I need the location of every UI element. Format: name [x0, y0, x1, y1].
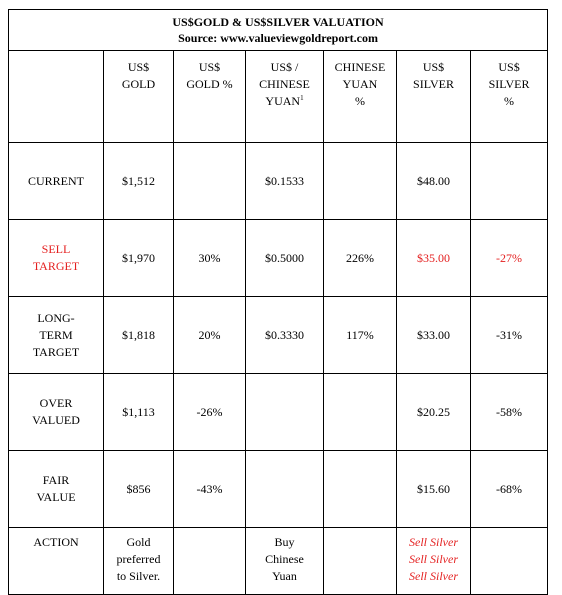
cell-yuan-pct: 117%: [323, 296, 397, 374]
row-label-text: OVER VALUED: [32, 396, 80, 427]
row-label-over-valued: OVER VALUED: [8, 373, 104, 451]
header-blank: [8, 50, 104, 143]
cell-silver: $35.00: [396, 219, 471, 297]
cell-silver-pct: -58%: [469, 373, 549, 451]
table-title: US$GOLD & US$SILVER VALUATION Source: ww…: [7, 9, 549, 51]
cell-silver-pct: -27%: [469, 219, 549, 297]
row-label-current: CURRENT: [8, 142, 104, 220]
row-label-text: FAIR VALUE: [36, 473, 76, 504]
action-yuan-text: Buy Chinese Yuan: [265, 535, 304, 583]
cell-gold: $1,970: [103, 219, 174, 297]
cell-gold: $1,818: [103, 296, 174, 374]
row-label-sell-target: SELL TARGET: [8, 219, 104, 297]
cell-action-yuan: Buy Chinese Yuan: [245, 527, 324, 595]
cell-action-gold-pct: [173, 527, 246, 595]
header-row: US$ GOLD US$ GOLD % US$ / CHINESE YUAN1 …: [8, 50, 549, 143]
table-row-fair-value: FAIR VALUE $856 -43% $15.60 -68%: [8, 450, 549, 528]
cell-yuan-pct: [323, 142, 397, 220]
header-yuan-footnote: 1: [300, 94, 304, 102]
header-silver: US$ SILVER: [396, 50, 471, 143]
table-row-action: ACTION Gold preferred to Silver. Buy Chi…: [8, 527, 549, 595]
header-yuan-text: US$ / CHINESE YUAN: [259, 60, 310, 108]
header-yuan: US$ / CHINESE YUAN1: [245, 50, 324, 143]
row-label-text: CURRENT: [27, 173, 84, 188]
cell-yuan: $0.1533: [245, 142, 324, 220]
row-label-long-term-target: LONG- TERM TARGET: [8, 296, 104, 374]
header-gold-pct: US$ GOLD %: [173, 50, 246, 143]
cell-silver-pct: -68%: [469, 450, 549, 528]
cell-silver: $48.00: [396, 142, 471, 220]
cell-action-yuan-pct: [323, 527, 397, 595]
cell-gold-pct: [173, 142, 246, 220]
header-silver-pct-text: US$ SILVER %: [488, 60, 530, 108]
table-row-long-term-target: LONG- TERM TARGET $1,818 20% $0.3330 117…: [8, 296, 549, 374]
cell-silver: $20.25: [396, 373, 471, 451]
cell-yuan: $0.3330: [245, 296, 324, 374]
table-row-sell-target: SELL TARGET $1,970 30% $0.5000 226% $35.…: [8, 219, 549, 297]
cell-gold: $1,512: [103, 142, 174, 220]
header-silver-pct: US$ SILVER %: [469, 50, 549, 143]
cell-gold-pct: -26%: [173, 373, 246, 451]
cell-yuan-pct: [323, 450, 397, 528]
title-line-1: US$GOLD & US$SILVER VALUATION: [172, 15, 384, 29]
cell-action-silver: Sell Silver Sell Silver Sell Silver: [396, 527, 471, 595]
cell-yuan-pct: [323, 373, 397, 451]
row-label-text: ACTION: [33, 535, 79, 549]
header-yuan-pct-text: CHINESE YUAN %: [334, 60, 386, 108]
cell-silver-pct: [469, 142, 549, 220]
cell-silver: $33.00: [396, 296, 471, 374]
valuation-table: US$GOLD & US$SILVER VALUATION Source: ww…: [7, 9, 549, 595]
row-label-text: LONG- TERM TARGET: [32, 310, 80, 359]
row-label-text: SELL TARGET: [32, 242, 80, 273]
table-row-over-valued: OVER VALUED $1,113 -26% $20.25 -58%: [8, 373, 549, 451]
header-gold-pct-text: US$ GOLD %: [186, 60, 233, 91]
title-line-2: Source: www.valueviewgoldreport.com: [178, 31, 378, 45]
table-row-current: CURRENT $1,512 $0.1533 $48.00: [8, 142, 549, 220]
cell-gold: $1,113: [103, 373, 174, 451]
cell-gold: $856: [103, 450, 174, 528]
cell-yuan: [245, 373, 324, 451]
cell-action-gold: Gold preferred to Silver.: [103, 527, 174, 595]
cell-action-silver-pct: [469, 527, 549, 595]
cell-yuan: $0.5000: [245, 219, 324, 297]
cell-gold-pct: 30%: [173, 219, 246, 297]
action-gold-text: Gold preferred to Silver.: [116, 535, 161, 583]
cell-yuan-pct: 226%: [323, 219, 397, 297]
cell-silver-pct: -31%: [469, 296, 549, 374]
row-label-action: ACTION: [8, 527, 104, 595]
row-label-fair-value: FAIR VALUE: [8, 450, 104, 528]
header-yuan-pct: CHINESE YUAN %: [323, 50, 397, 143]
header-silver-text: US$ SILVER: [413, 60, 454, 91]
cell-silver: $15.60: [396, 450, 471, 528]
cell-yuan: [245, 450, 324, 528]
cell-gold-pct: 20%: [173, 296, 246, 374]
header-gold-text: US$ GOLD: [121, 60, 156, 91]
header-gold: US$ GOLD: [103, 50, 174, 143]
cell-gold-pct: -43%: [173, 450, 246, 528]
action-silver-text: Sell Silver Sell Silver Sell Silver: [409, 535, 458, 583]
